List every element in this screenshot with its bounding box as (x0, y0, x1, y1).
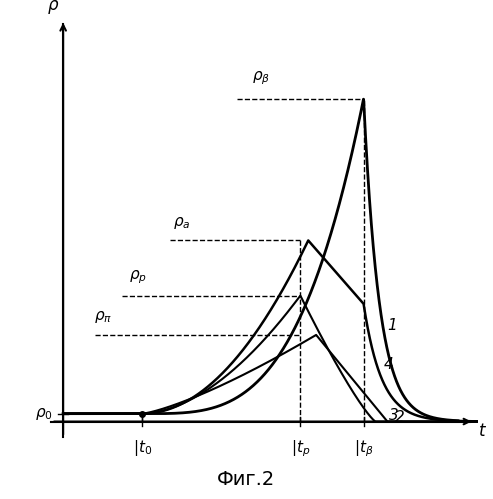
Text: $|t_\beta$: $|t_\beta$ (354, 438, 373, 459)
Text: 2: 2 (395, 410, 405, 425)
Text: 1: 1 (387, 318, 397, 333)
Text: $|t_p$: $|t_p$ (291, 438, 310, 459)
Text: Фиг.2: Фиг.2 (217, 470, 276, 489)
Text: 4: 4 (384, 357, 393, 372)
Text: $\rho_p$: $\rho_p$ (129, 268, 147, 286)
Text: $|t_0$: $|t_0$ (133, 438, 152, 458)
Text: $\rho$: $\rho$ (47, 0, 60, 16)
Text: $t$: $t$ (478, 422, 487, 441)
Text: $\rho_\beta$: $\rho_\beta$ (252, 69, 270, 87)
Text: $\rho_a$: $\rho_a$ (173, 215, 190, 231)
Text: $\rho_\pi$: $\rho_\pi$ (94, 309, 112, 325)
Text: $\rho_0$: $\rho_0$ (35, 406, 53, 422)
Text: 3: 3 (389, 408, 399, 423)
